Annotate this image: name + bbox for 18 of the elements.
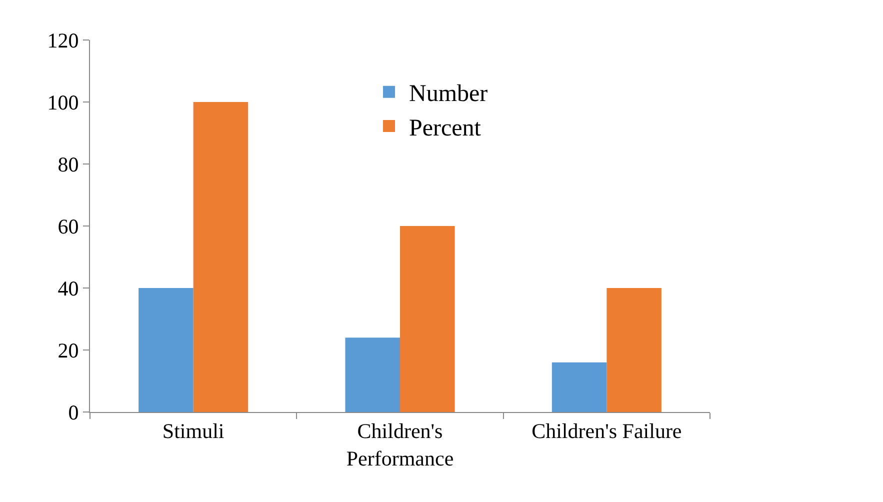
bar (193, 102, 248, 412)
y-tick-label: 120 (47, 28, 79, 52)
y-tick-label: 80 (58, 152, 79, 176)
y-tick-label: 40 (58, 276, 79, 300)
x-tick-label: Children's Failure (532, 419, 682, 444)
bar (606, 288, 662, 412)
y-tick-label: 20 (58, 338, 79, 362)
y-tick-label: 60 (58, 214, 79, 238)
legend-label: Number (409, 81, 488, 108)
bar (138, 288, 194, 412)
x-tick-label: Children's Performance (346, 419, 454, 470)
bar (400, 226, 455, 412)
legend-label: Percent (409, 115, 482, 142)
y-tick-label: 100 (47, 90, 79, 114)
x-tick-label: Stimuli (162, 419, 224, 444)
bar (345, 338, 400, 412)
y-tick-label: 0 (68, 400, 79, 424)
bar (552, 362, 607, 412)
